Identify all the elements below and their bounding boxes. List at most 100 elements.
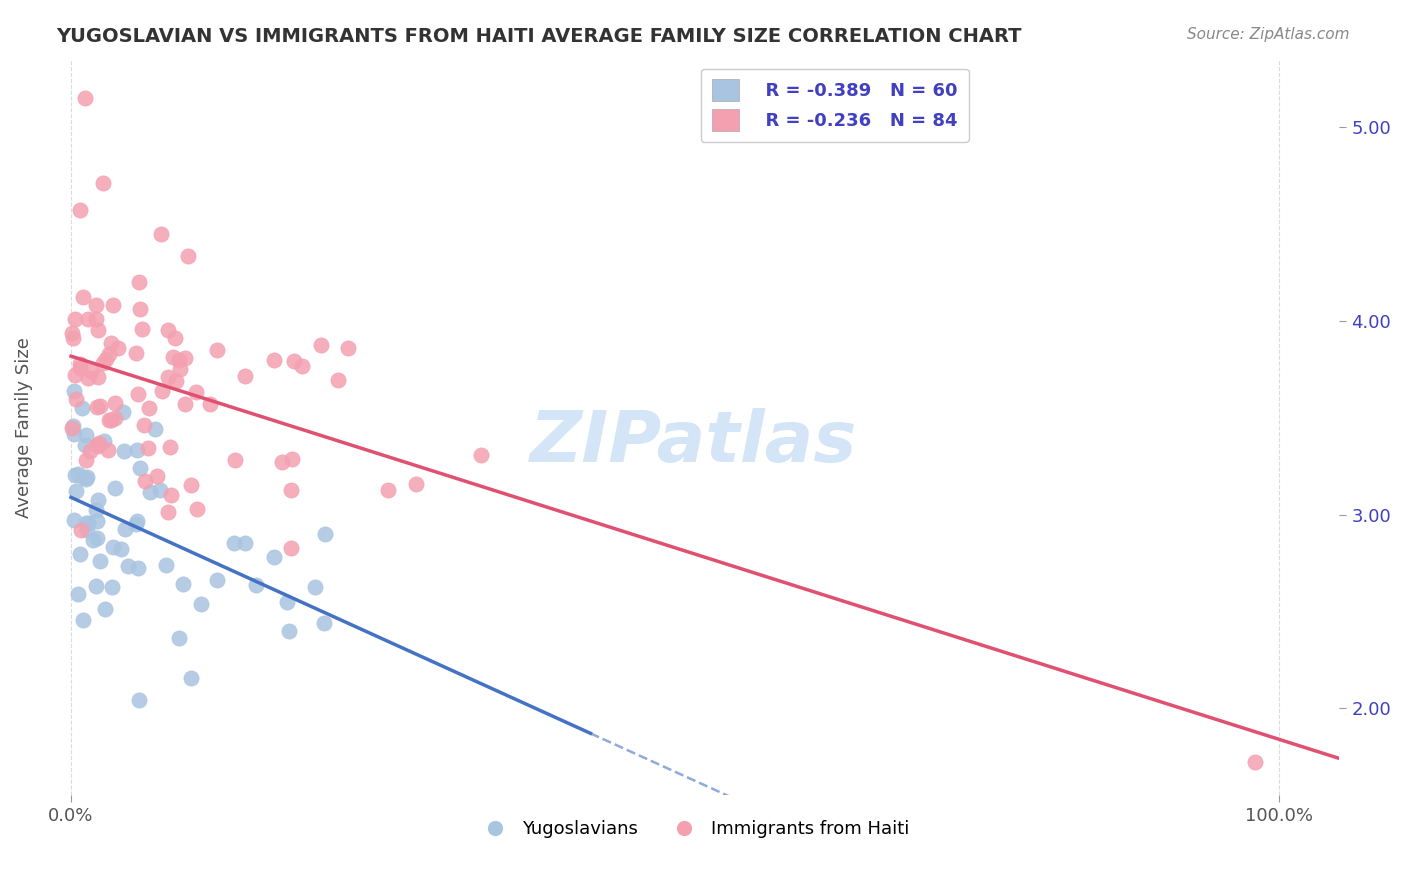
Point (155, 558, 177, 572)
Point (405, 477, 427, 491)
Point (205, 573, 228, 587)
Point (79, 443, 101, 458)
Point (125, 515, 148, 529)
Point (159, 440, 181, 454)
Point (112, 444, 135, 458)
Point (86, 439, 108, 453)
Point (128, 275, 150, 289)
Point (276, 595, 298, 609)
Legend: Yugoslavians, Immigrants from Haiti: Yugoslavians, Immigrants from Haiti (470, 813, 917, 846)
Point (73, 438, 96, 452)
Point (149, 483, 172, 497)
Point (104, 411, 127, 425)
Point (60, 326, 83, 340)
Point (86, 438, 108, 452)
Point (173, 397, 195, 411)
Point (128, 460, 150, 475)
Point (76, 523, 98, 537)
Point (80, 364, 103, 378)
Point (190, 597, 212, 611)
Point (86, 514, 108, 528)
Point (169, 361, 191, 376)
Point (167, 631, 190, 645)
Point (69, 360, 91, 375)
Point (69, 547, 91, 561)
Point (198, 397, 221, 411)
Text: Source: ZipAtlas.com: Source: ZipAtlas.com (1187, 27, 1350, 42)
Point (177, 250, 200, 264)
Point (263, 353, 285, 368)
Point (165, 374, 187, 388)
Point (62, 419, 84, 434)
Point (72, 470, 94, 484)
Point (75, 453, 97, 467)
Point (156, 323, 179, 337)
Point (75, 472, 97, 486)
Point (127, 443, 149, 458)
Point (91, 177, 114, 191)
Point (75, 516, 97, 531)
Point (281, 452, 304, 467)
Point (87, 370, 110, 384)
Point (84, 312, 107, 326)
Point (89, 400, 111, 414)
Point (280, 483, 302, 497)
Point (76, 470, 98, 484)
Point (127, 387, 149, 401)
Point (104, 482, 127, 496)
Point (131, 322, 153, 336)
Point (291, 359, 314, 374)
Point (63, 384, 86, 398)
Point (65, 468, 87, 483)
Point (157, 370, 180, 384)
Point (283, 353, 305, 368)
Point (75, 428, 97, 442)
Point (87, 436, 110, 450)
Point (207, 343, 229, 358)
Point (100, 412, 122, 426)
Point (143, 421, 166, 435)
Text: ZIPatlas: ZIPatlas (530, 408, 856, 476)
Point (377, 483, 399, 498)
Point (97, 347, 120, 361)
Point (72, 613, 94, 627)
Point (139, 485, 162, 500)
Point (86, 531, 108, 545)
Point (128, 693, 150, 707)
Point (75, 90, 97, 104)
Point (72, 290, 94, 304)
Text: YUGOSLAVIAN VS IMMIGRANTS FROM HAITI AVERAGE FAMILY SIZE CORRELATION CHART: YUGOSLAVIAN VS IMMIGRANTS FROM HAITI AVE… (56, 27, 1022, 45)
Point (84, 503, 107, 517)
Point (86, 401, 108, 415)
Point (186, 501, 208, 516)
Point (63, 368, 86, 383)
Point (97, 442, 120, 457)
Point (65, 484, 87, 499)
Point (89, 554, 111, 568)
Point (65, 392, 87, 407)
Point (60, 421, 83, 435)
Point (100, 335, 122, 350)
Point (93, 434, 115, 448)
Point (180, 477, 202, 491)
Point (77, 311, 100, 326)
Point (172, 576, 194, 591)
Point (138, 401, 160, 415)
Point (326, 373, 349, 387)
Point (314, 527, 336, 541)
Point (125, 516, 148, 531)
Point (173, 351, 195, 365)
Point (62, 331, 84, 345)
Point (309, 338, 332, 352)
Point (84, 298, 107, 312)
Point (470, 448, 492, 462)
Point (63, 513, 86, 527)
Point (134, 475, 156, 489)
Point (70, 401, 93, 415)
Point (186, 385, 208, 400)
Point (101, 580, 124, 594)
Point (127, 561, 149, 575)
Point (224, 536, 246, 550)
Point (146, 468, 169, 483)
Point (156, 505, 179, 519)
